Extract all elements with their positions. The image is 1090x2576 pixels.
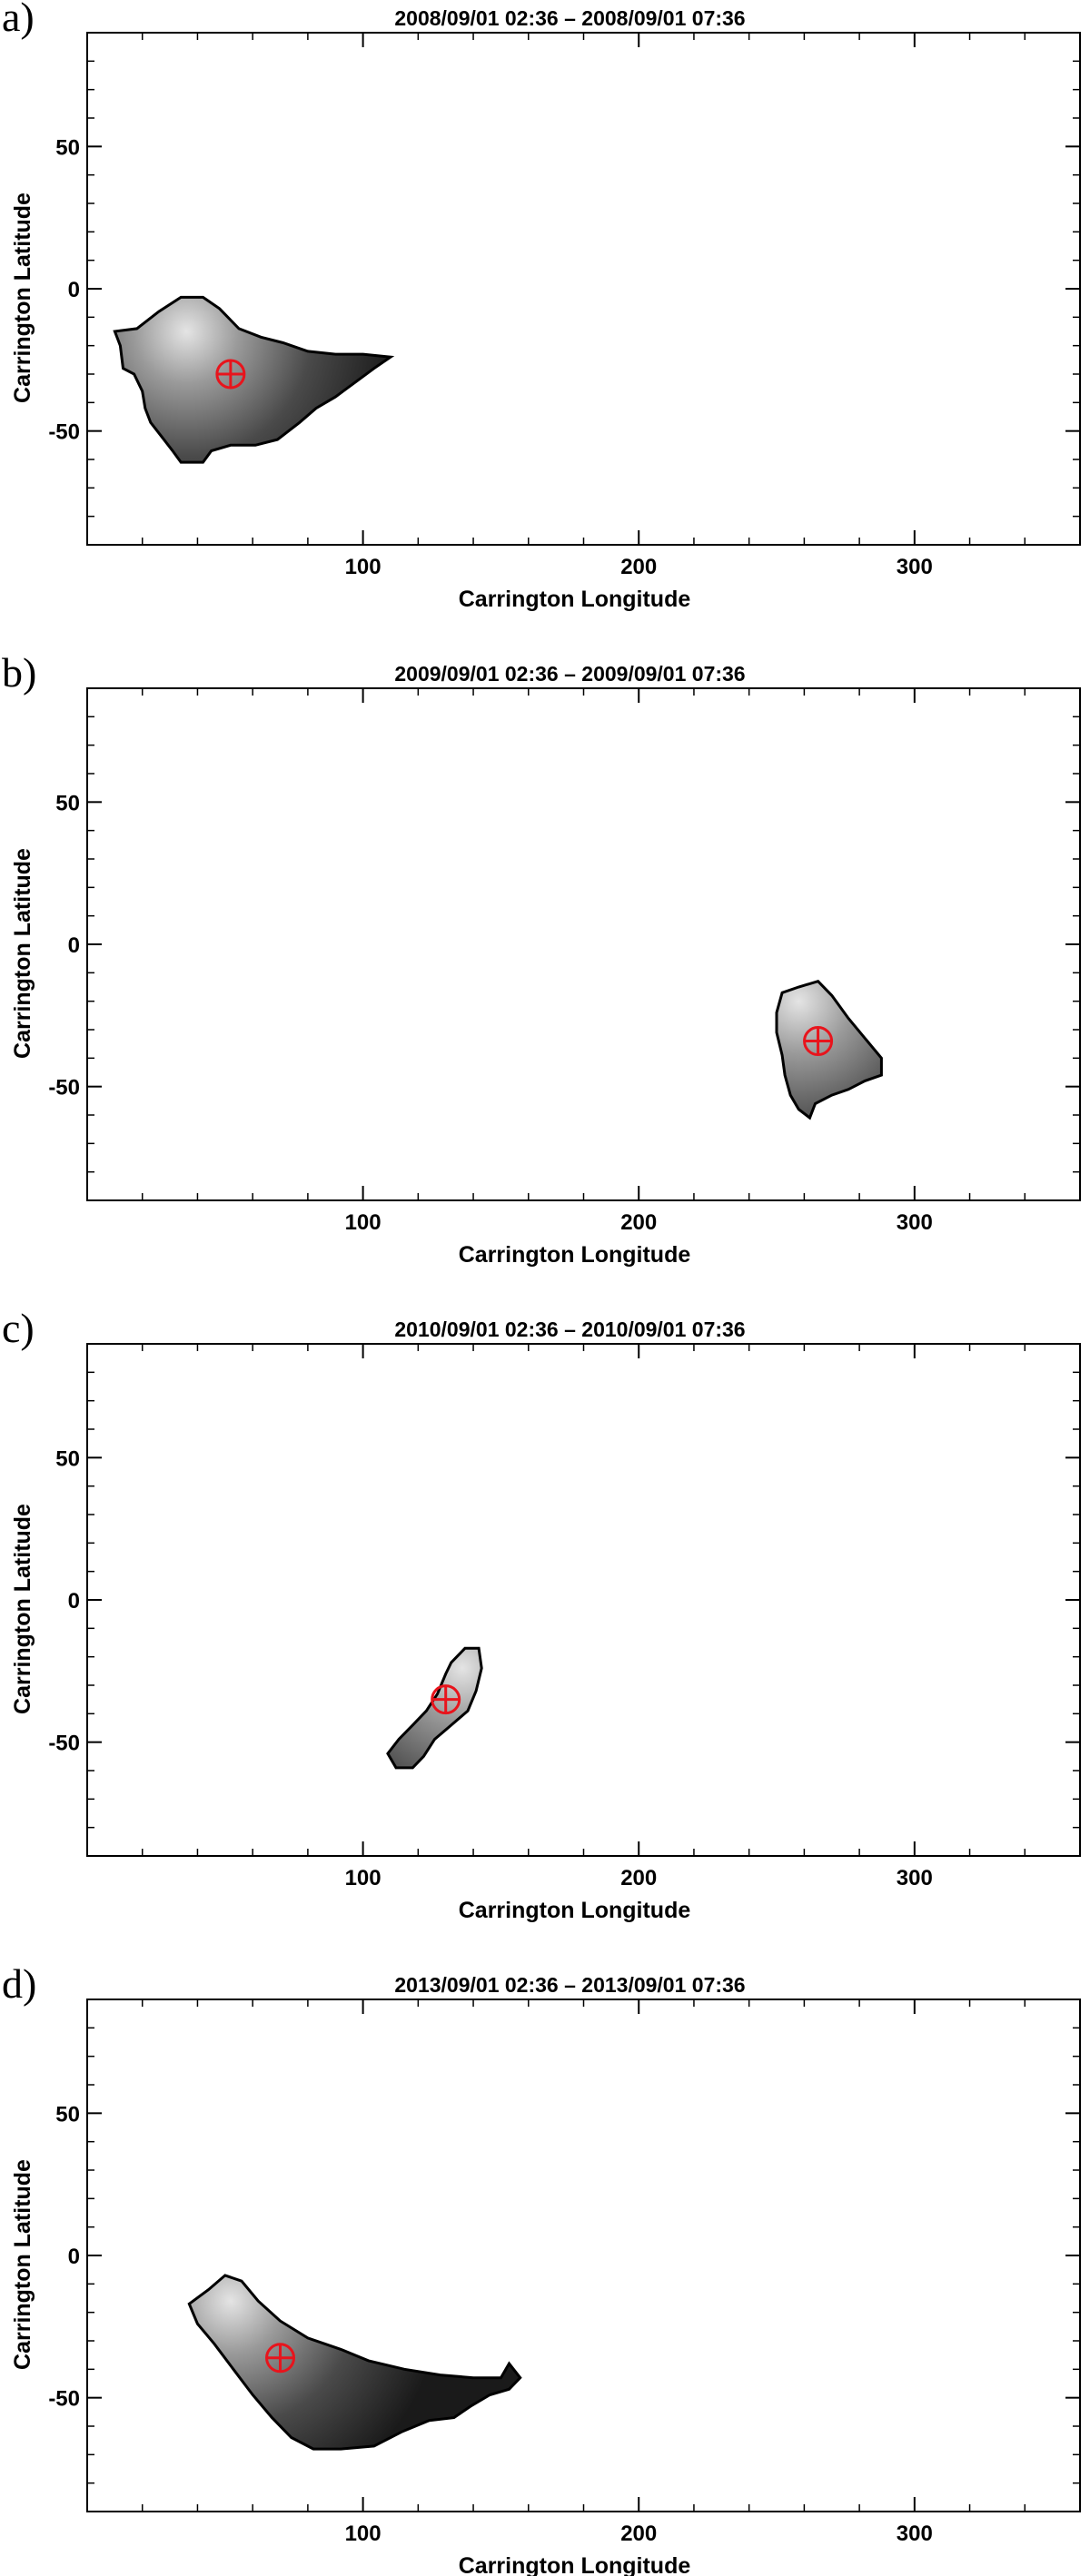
y-axis-label: Carrington Latitude: [10, 192, 35, 403]
x-tick-label: 100: [345, 555, 382, 579]
axis-ticks: [87, 688, 1080, 1200]
panel-2: b) 2009/09/01 02:36 – 2009/09/01 07:36 100…: [2, 649, 1081, 1268]
x-tick-label: 300: [897, 1866, 933, 1890]
x-axis-label: Carrington Longitude: [459, 2553, 691, 2576]
plot-frame: [86, 1999, 1081, 2512]
x-tick-label: 200: [620, 555, 657, 579]
centroid-marker: [803, 1026, 834, 1057]
y-axis-label: Carrington Latitude: [10, 848, 35, 1059]
x-tick-label: 300: [897, 1210, 933, 1235]
x-axis-label: Carrington Longitude: [459, 1242, 691, 1268]
axis-ticks: [87, 33, 1080, 545]
chart-title: 2008/09/01 02:36 – 2008/09/01 07:36: [394, 6, 745, 30]
y-tick-label: 0: [68, 2245, 80, 2269]
x-tick-label: 100: [345, 1210, 382, 1235]
y-tick-label: 50: [55, 1446, 80, 1471]
y-tick-label: 0: [68, 1589, 80, 1614]
plot-frame: [86, 687, 1081, 1201]
x-tick-label: 100: [345, 2522, 382, 2546]
y-tick-label: -50: [48, 2387, 80, 2412]
coronal-region: [187, 2274, 522, 2451]
axis-ticks: [87, 1344, 1080, 1856]
chart-title: 2009/09/01 02:36 – 2009/09/01 07:36: [394, 662, 745, 686]
centroid-marker: [265, 2343, 296, 2374]
plot-frame: [86, 1343, 1081, 1857]
x-tick-label: 300: [897, 555, 933, 579]
x-axis-label: Carrington Longitude: [459, 1898, 691, 1923]
x-tick-label: 200: [620, 1866, 657, 1890]
chart-title: 2010/09/01 02:36 – 2010/09/01 07:36: [394, 1318, 745, 1341]
x-axis-label: Carrington Longitude: [459, 587, 691, 612]
panel-3: c) 2010/09/01 02:36 – 2010/09/01 07:36 100…: [2, 1305, 1081, 1923]
coronal-region: [113, 295, 395, 464]
y-axis-label: Carrington Latitude: [10, 2159, 35, 2370]
y-tick-label: 50: [55, 2102, 80, 2127]
panel-label: d): [2, 1960, 36, 2007]
y-tick-label: -50: [48, 1076, 80, 1100]
centroid-marker: [431, 1684, 461, 1715]
x-tick-label: 200: [620, 1210, 657, 1235]
y-tick-label: 0: [68, 278, 80, 302]
y-tick-label: 0: [68, 933, 80, 958]
panel-label: c): [2, 1305, 35, 1351]
x-tick-label: 100: [345, 1866, 382, 1890]
panel-label: b): [2, 649, 36, 696]
centroid-marker: [215, 359, 246, 390]
panel-1: a) 2008/09/01 02:36 – 2008/09/01 07:36 100…: [2, 0, 1081, 612]
y-tick-label: -50: [48, 420, 80, 445]
y-tick-label: 50: [55, 791, 80, 815]
axis-ticks: [87, 1999, 1080, 2512]
y-tick-label: 50: [55, 135, 80, 160]
x-tick-label: 200: [620, 2522, 657, 2546]
panel-label: a): [2, 0, 35, 40]
chart-title: 2013/09/01 02:36 – 2013/09/01 07:36: [394, 1973, 745, 1997]
panel-4: d) 2013/09/01 02:36 – 2013/09/01 07:36 100…: [2, 1960, 1081, 2576]
x-tick-label: 300: [897, 2522, 933, 2546]
plot-frame: [86, 32, 1081, 546]
y-tick-label: -50: [48, 1732, 80, 1756]
y-axis-label: Carrington Latitude: [10, 1504, 35, 1714]
